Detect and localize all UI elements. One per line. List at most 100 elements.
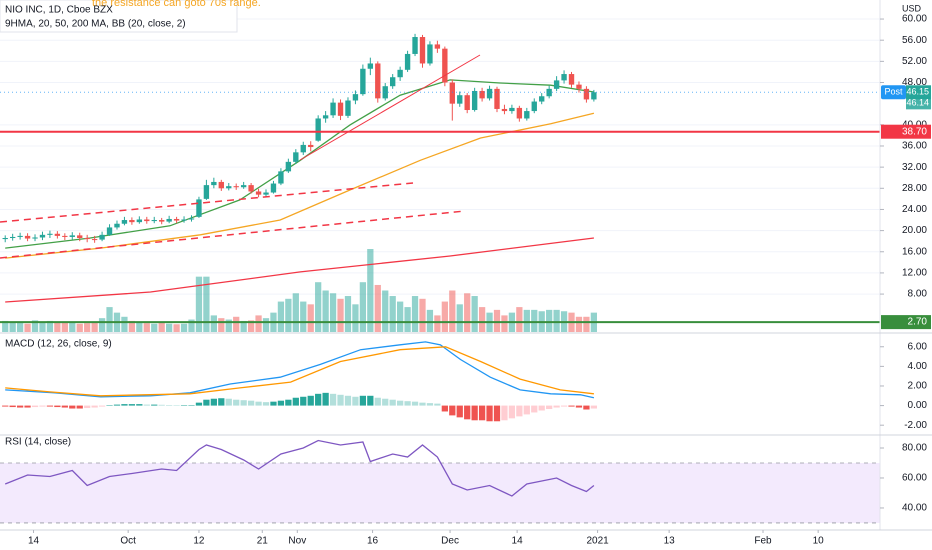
trend-line <box>0 182 414 223</box>
macd-histogram-bar <box>359 395 367 406</box>
volume-bar <box>315 282 322 332</box>
volume-bar <box>76 323 83 332</box>
macd-histogram-bar <box>143 404 150 406</box>
volume-bar <box>456 304 463 332</box>
candle-body <box>509 107 515 112</box>
volume-bar <box>546 309 553 332</box>
macd-histogram-bar <box>285 399 292 406</box>
trend-line <box>0 210 466 259</box>
macd-histogram-bar <box>464 405 471 420</box>
volume-bar <box>203 276 210 332</box>
volume-bar <box>136 322 143 332</box>
indicator-line <box>5 346 594 397</box>
y-tick-label: 52.00 <box>902 56 927 67</box>
post-box <box>881 85 906 100</box>
candle-body <box>404 53 411 70</box>
rsi-title: RSI (14, close) <box>5 437 71 448</box>
macd-histogram-bar <box>255 401 262 406</box>
macd-histogram-bar <box>136 404 143 406</box>
indicator-line <box>5 112 595 259</box>
candle-body <box>106 227 113 235</box>
candle-body <box>322 115 329 119</box>
volume-bar <box>397 301 404 332</box>
macd-histogram-bar <box>478 405 486 421</box>
candle-body <box>151 220 157 222</box>
plot-layer <box>0 18 880 524</box>
macd-histogram-bar <box>166 405 173 406</box>
volume-bar <box>285 298 292 332</box>
candle-body <box>375 63 381 99</box>
volume-bar <box>143 323 150 332</box>
volume-bar <box>329 293 337 332</box>
volume-bar <box>471 296 478 332</box>
macd-histogram-bar <box>98 405 106 407</box>
x-tick-label: 16 <box>367 536 379 547</box>
macd-histogram-bar <box>344 395 352 406</box>
volume-bar <box>352 304 359 332</box>
candle-body <box>516 107 523 119</box>
candle-body <box>91 239 98 241</box>
macd-histogram-bar <box>270 401 277 406</box>
macd-histogram-bar <box>449 405 456 416</box>
volume-bar <box>277 301 285 332</box>
axis-layer: 60.00 56.00 52.00 48.00 40.00 36.00 32.00 28.00… <box>28 14 931 547</box>
macd-histogram-bar <box>300 396 307 406</box>
price-label: 38.70 <box>902 126 927 137</box>
candle-body <box>129 220 135 223</box>
macd-histogram-bar <box>493 405 501 422</box>
indicator-legend: 9HMA, 20, 50, 200 MA, BB (20, close, 2) <box>5 19 186 30</box>
macd-histogram-bar <box>583 405 590 410</box>
volume-bar <box>426 309 434 332</box>
candle-body <box>345 100 351 116</box>
macd-histogram-bar <box>411 401 419 406</box>
macd-histogram-bar <box>195 402 203 406</box>
macd-histogram-bar <box>240 400 247 406</box>
candle-body <box>255 191 262 195</box>
candle-body <box>397 69 403 78</box>
price-label-box <box>881 124 931 139</box>
y-tick-label: 20.00 <box>902 225 927 236</box>
macd-histogram-bar <box>113 404 121 406</box>
volume-bar <box>255 315 262 332</box>
macd-histogram-bar <box>292 397 299 406</box>
macd-histogram-bar <box>389 399 396 406</box>
volume-bar <box>16 321 24 332</box>
candle-body <box>390 77 396 87</box>
candle-body <box>315 118 321 141</box>
macd-histogram-bar <box>39 405 46 407</box>
candle-body <box>464 95 470 111</box>
macd-histogram-bar <box>210 398 217 406</box>
candle-body <box>471 90 478 111</box>
macd-histogram-bar <box>225 398 232 406</box>
volume-bar <box>91 322 98 332</box>
volume-bar <box>359 282 367 332</box>
candle-body <box>218 181 224 189</box>
candle-body <box>382 86 388 99</box>
candle-body <box>367 63 374 69</box>
macd-histogram-bar <box>367 395 374 406</box>
candle-body <box>47 233 53 235</box>
candle-body <box>457 95 463 104</box>
candle-body <box>501 108 508 112</box>
trend-line <box>299 54 481 161</box>
volume-bar <box>128 320 136 332</box>
y-tick-label: 48.00 <box>902 77 927 88</box>
macd-histogram-bar <box>262 402 270 406</box>
indicator-line <box>5 341 595 399</box>
candle-body <box>449 82 455 104</box>
price-label: 46.15 <box>906 87 929 97</box>
candle-body <box>352 94 359 101</box>
volume-bar <box>374 284 381 332</box>
volume-bar <box>322 290 329 332</box>
candle-body <box>173 218 180 221</box>
volume-bar <box>24 323 31 332</box>
y-tick-label: -2.00 <box>904 420 927 431</box>
macd-histogram-bar <box>315 393 322 406</box>
volume-bar <box>292 293 299 332</box>
candle-body <box>166 218 172 222</box>
macd-histogram-bar <box>538 405 545 411</box>
price-label: 46.14 <box>906 98 929 108</box>
volume-bar <box>2 320 9 332</box>
macd-histogram-bar <box>322 392 329 406</box>
volume-bar <box>523 309 530 332</box>
